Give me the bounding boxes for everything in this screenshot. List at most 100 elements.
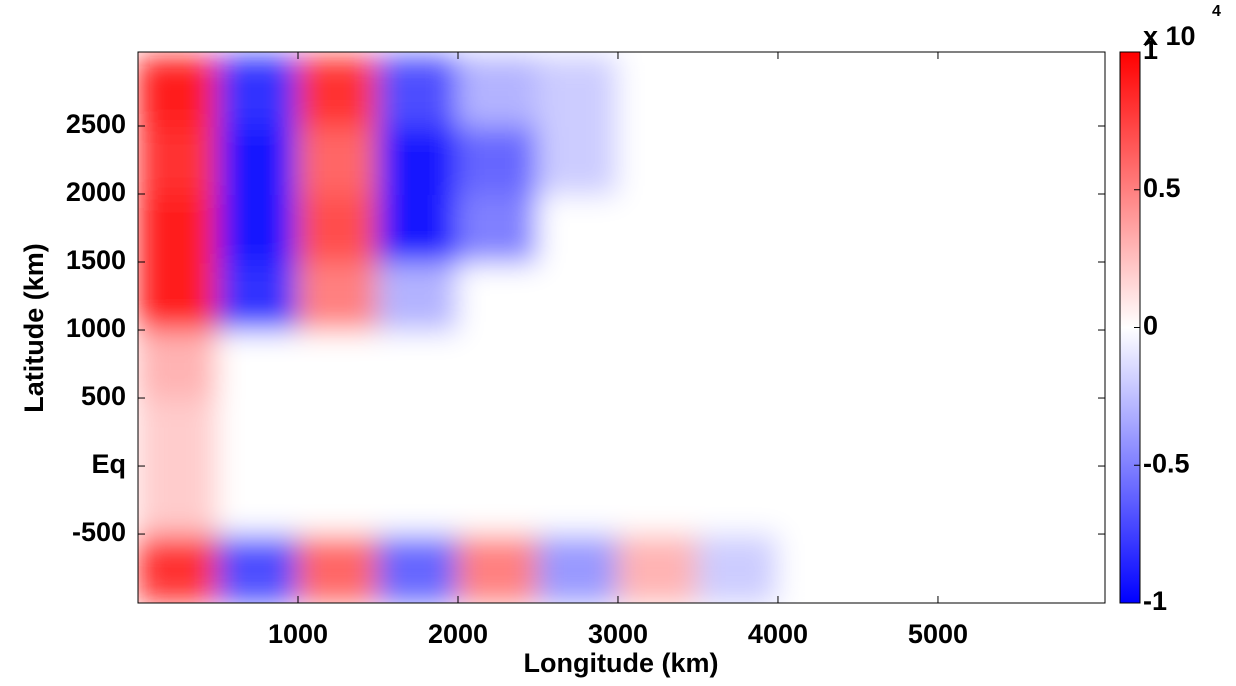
x-tick-label: 1000	[268, 619, 328, 649]
heat-cell	[138, 193, 219, 264]
heat-cell	[216, 397, 299, 468]
heat-cell	[456, 329, 539, 400]
heat-cell	[216, 56, 299, 127]
heat-cell	[776, 56, 859, 127]
heat-cell	[696, 329, 779, 400]
heat-cell	[296, 533, 379, 603]
heat-cell	[138, 261, 219, 332]
heat-cell	[1016, 193, 1099, 264]
heat-cell	[1016, 397, 1099, 468]
heat-cell	[856, 533, 939, 603]
colorbar-multiplier: x 10	[1143, 21, 1196, 51]
heat-cell	[376, 124, 459, 196]
y-tick-label: 500	[81, 381, 126, 411]
heat-cell	[456, 193, 539, 264]
x-axis-label: Longitude (km)	[524, 648, 719, 678]
heat-cell	[856, 56, 939, 127]
heat-cell	[776, 193, 859, 264]
y-tick-label: 2000	[66, 177, 126, 207]
heat-cell	[376, 533, 459, 603]
heat-cell	[216, 193, 299, 264]
heat-cell	[776, 533, 859, 603]
heat-cell	[296, 329, 379, 400]
heat-cell	[936, 261, 1019, 332]
heat-cell	[696, 533, 779, 603]
heat-cell	[138, 397, 219, 468]
x-tick-label: 2000	[428, 619, 488, 649]
x-tick-label: 3000	[588, 619, 648, 649]
heat-cell	[696, 465, 779, 536]
y-tick-label: 1000	[66, 313, 126, 343]
heat-cell	[696, 261, 779, 332]
heat-cell	[616, 56, 699, 127]
heat-cell	[936, 124, 1019, 196]
field	[138, 56, 1099, 603]
heat-cell	[456, 533, 539, 603]
colorbar-tick-label: -1	[1143, 586, 1167, 616]
heat-cell	[776, 124, 859, 196]
heat-cell	[776, 397, 859, 468]
heat-cell	[216, 465, 299, 536]
y-axis-label: Latitude (km)	[19, 243, 49, 413]
heat-cell	[138, 329, 219, 400]
heat-cell	[776, 329, 859, 400]
heat-cell	[456, 124, 539, 196]
x-tick-label: 5000	[908, 619, 968, 649]
y-tick-label: -500	[72, 517, 126, 547]
colorbar-tick-label: 1	[1143, 35, 1158, 65]
heat-cell	[296, 56, 379, 127]
heat-cell	[376, 193, 459, 264]
heat-cell	[936, 533, 1019, 603]
heat-cell	[296, 465, 379, 536]
heat-cell	[536, 56, 619, 127]
heat-cell	[936, 56, 1019, 127]
heat-cell	[456, 465, 539, 536]
heat-cell	[296, 124, 379, 196]
heat-cell	[616, 193, 699, 264]
y-tick-label: Eq	[91, 449, 126, 479]
heat-cell	[376, 397, 459, 468]
heat-cell	[696, 124, 779, 196]
heat-cell	[1016, 465, 1099, 536]
heat-cell	[856, 261, 939, 332]
heat-cell	[856, 329, 939, 400]
heat-cell	[536, 193, 619, 264]
colorbar-tick-label: -0.5	[1143, 448, 1190, 478]
heat-cell	[376, 56, 459, 127]
heat-cell	[536, 261, 619, 332]
heat-cell	[936, 329, 1019, 400]
colorbar-tick-label: 0.5	[1143, 173, 1181, 203]
heat-cell	[856, 465, 939, 536]
heat-cell	[616, 533, 699, 603]
heat-cell	[856, 397, 939, 468]
plot-frame	[137, 51, 1106, 604]
heat-cell	[216, 261, 299, 332]
heat-cell	[138, 465, 219, 536]
heat-cell	[296, 261, 379, 332]
heat-cell	[776, 465, 859, 536]
heat-cell	[1016, 533, 1099, 603]
heat-cell	[216, 533, 299, 603]
y-tick-label: 1500	[66, 245, 126, 275]
heat-cell	[616, 261, 699, 332]
heat-cell	[138, 533, 219, 603]
heat-cell	[456, 56, 539, 127]
x-tick-label: 4000	[748, 619, 808, 649]
heat-cell	[216, 329, 299, 400]
heat-cell	[696, 56, 779, 127]
heat-cell	[296, 397, 379, 468]
colorbar-tick-label: 0	[1143, 311, 1158, 341]
colorbar-exponent: 4	[1212, 3, 1221, 20]
heat-cell	[376, 465, 459, 536]
heat-cell	[1016, 56, 1099, 127]
heat-cell	[536, 124, 619, 196]
heat-cell	[138, 124, 219, 196]
heat-cell	[616, 465, 699, 536]
heat-cell	[776, 261, 859, 332]
heat-cell	[216, 124, 299, 196]
heat-cell	[536, 465, 619, 536]
heat-cell	[1016, 124, 1099, 196]
heat-cell	[456, 261, 539, 332]
heat-cell	[456, 397, 539, 468]
